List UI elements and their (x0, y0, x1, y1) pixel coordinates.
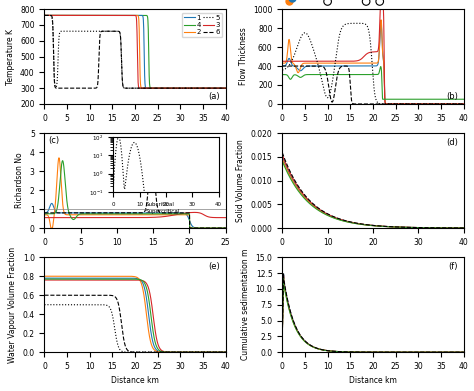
Point (285, 0, 293, 5)
Point (324, 0, 331, 5)
X-axis label: Distance km: Distance km (349, 377, 397, 386)
Text: (b): (b) (446, 92, 458, 101)
Point (362, 0, 370, 5)
Legend: 1, 4, 2, 5, 3, 6: 1, 4, 2, 5, 3, 6 (182, 13, 222, 38)
Point (289, 0, 296, 1)
X-axis label: Distance km: Distance km (111, 377, 159, 386)
Y-axis label: Cumulative sedimentation m: Cumulative sedimentation m (241, 249, 250, 361)
Text: (d): (d) (446, 138, 458, 147)
Y-axis label: Water Vapour Volume Fraction: Water Vapour Volume Fraction (8, 247, 17, 363)
Y-axis label: Richardson No: Richardson No (15, 153, 24, 208)
Text: (e): (e) (209, 262, 220, 271)
Text: (a): (a) (209, 92, 220, 101)
Point (376, 0, 383, 5)
Text: (c): (c) (48, 136, 59, 145)
Text: Supercritical: Supercritical (146, 209, 181, 214)
Y-axis label: Solid Volume Fraction: Solid Volume Fraction (236, 139, 245, 222)
Y-axis label: Temperature K: Temperature K (6, 29, 15, 84)
Text: Subcritical: Subcritical (146, 202, 175, 207)
Y-axis label: Flow Thickness: Flow Thickness (238, 28, 247, 85)
Text: (f): (f) (448, 262, 458, 271)
